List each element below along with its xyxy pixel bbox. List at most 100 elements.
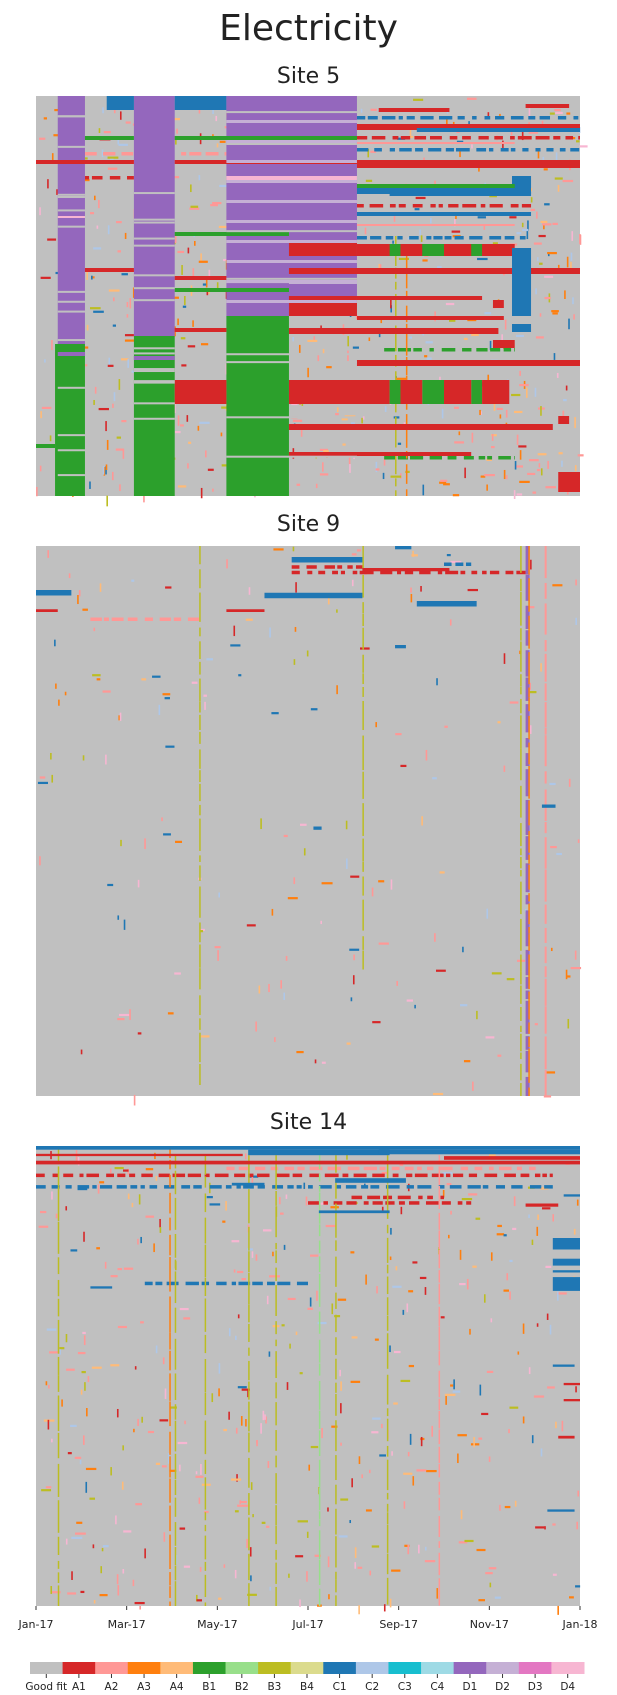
cell-mark	[246, 924, 256, 927]
anomaly-vline	[57, 1560, 60, 1569]
cell-mark	[49, 435, 52, 442]
cell-mark	[450, 560, 462, 564]
cell-mark	[83, 1435, 85, 1445]
cell-mark	[556, 1291, 559, 1301]
cell-mark	[552, 312, 558, 315]
anomaly-run	[384, 456, 396, 460]
cell-mark	[296, 1050, 304, 1054]
cell-mark	[65, 1538, 68, 1545]
cell-mark	[113, 297, 115, 302]
anomaly-run	[412, 204, 423, 208]
cell-mark	[105, 754, 107, 765]
anomaly-block	[389, 244, 401, 256]
cell-mark	[545, 486, 556, 489]
anomaly-vline	[318, 1380, 321, 1410]
legend-swatch	[258, 1662, 292, 1674]
cell-mark	[199, 930, 204, 933]
cell-mark	[134, 1601, 145, 1605]
cell-mark	[379, 1454, 386, 1457]
anomaly-block	[356, 160, 580, 168]
cell-mark	[175, 840, 183, 843]
anomaly-vline	[318, 1410, 321, 1429]
cell-mark	[395, 377, 407, 380]
cell-mark	[98, 199, 100, 209]
cell-mark	[579, 145, 588, 148]
cell-mark	[314, 1554, 321, 1557]
cell-mark	[481, 1412, 489, 1416]
cell-mark	[319, 448, 329, 451]
anomaly-vline	[544, 727, 547, 735]
cell-mark	[93, 247, 102, 250]
cell-mark	[576, 140, 580, 143]
site-5-panel: Site 5	[36, 64, 588, 507]
cell-mark	[205, 450, 207, 458]
cell-mark	[470, 1443, 480, 1446]
legend-swatch	[421, 1662, 455, 1674]
cell-mark	[503, 765, 506, 772]
cell-mark	[220, 432, 223, 437]
cell-mark	[330, 1206, 339, 1209]
cell-mark	[410, 587, 412, 593]
x-tick-label: Nov-17	[470, 1618, 509, 1631]
cell-mark	[540, 1448, 543, 1457]
cell-mark	[97, 1184, 100, 1194]
anomaly-vline	[248, 1360, 250, 1381]
anomaly-vline	[57, 1585, 60, 1606]
row-gap	[133, 287, 175, 290]
anomaly-block	[416, 128, 580, 132]
cell-mark	[557, 1605, 559, 1615]
cell-mark	[556, 852, 562, 856]
cell-mark	[285, 1194, 288, 1199]
anomaly-block	[356, 316, 504, 320]
cell-mark	[317, 1321, 327, 1325]
anomaly-vline	[199, 922, 201, 943]
anomaly-run	[414, 1173, 428, 1178]
anomaly-run	[77, 1185, 90, 1189]
anomaly-vline	[275, 1351, 277, 1379]
cell-mark	[577, 454, 584, 457]
anomaly-run	[429, 348, 434, 352]
anomaly-block	[356, 184, 515, 188]
cell-mark	[458, 431, 461, 436]
anomaly-run	[380, 570, 393, 575]
legend-label: B3	[267, 1681, 281, 1693]
anomaly-block	[36, 1160, 580, 1165]
anomaly-block	[563, 1194, 580, 1197]
cell-mark	[317, 353, 320, 362]
cell-mark	[180, 337, 186, 340]
anomaly-vline	[275, 1586, 277, 1606]
cell-mark	[82, 364, 88, 367]
anomaly-vline	[204, 1193, 207, 1213]
cell-mark	[424, 1546, 427, 1551]
anomaly-run	[275, 1173, 290, 1178]
cell-mark	[391, 1569, 401, 1572]
anomaly-vline	[57, 1536, 60, 1556]
anomaly-vline	[520, 870, 522, 877]
anomaly-run	[397, 348, 412, 352]
cell-mark	[109, 1168, 112, 1173]
anomaly-vline	[174, 1479, 177, 1496]
anomaly-run	[155, 1281, 163, 1286]
anomaly-vline	[275, 1155, 277, 1190]
cell-mark	[485, 1572, 493, 1575]
cell-mark	[452, 1390, 461, 1393]
row-gap	[226, 455, 357, 458]
cell-mark	[118, 379, 121, 390]
cell-mark	[547, 1386, 555, 1389]
cell-mark	[535, 336, 544, 339]
anomaly-vline	[520, 881, 522, 915]
anomaly-run	[455, 148, 470, 152]
cell-mark	[519, 480, 530, 483]
cell-mark	[491, 433, 494, 441]
cell-mark	[211, 1393, 214, 1403]
legend-label: D1	[463, 1681, 478, 1693]
cell-mark	[51, 774, 54, 783]
anomaly-run	[466, 1201, 472, 1205]
anomaly-vline	[199, 569, 201, 589]
anomaly-vline	[199, 783, 201, 802]
cell-mark	[457, 1434, 467, 1437]
anomaly-run	[181, 152, 187, 156]
anomaly-vline	[386, 1224, 389, 1234]
cell-mark	[375, 722, 377, 728]
